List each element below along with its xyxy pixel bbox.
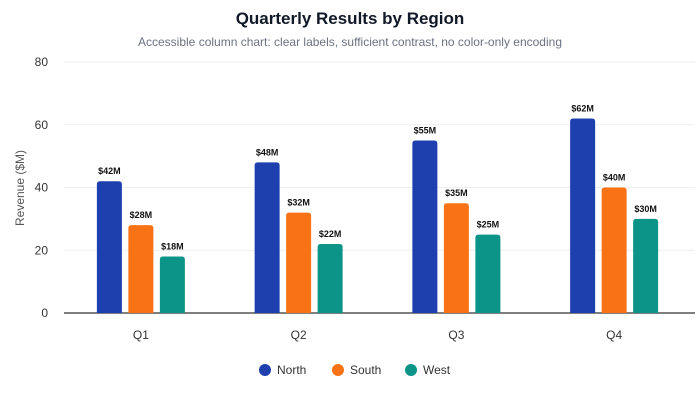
bar-south-q1[interactable] xyxy=(128,225,154,313)
data-label: $55M xyxy=(414,125,437,135)
data-label: $25M xyxy=(477,220,500,230)
bar-south-q2[interactable] xyxy=(286,212,312,313)
data-label: $22M xyxy=(319,229,342,239)
legend-label: North xyxy=(277,363,306,377)
data-label: $35M xyxy=(445,188,468,198)
bar-south-q4[interactable] xyxy=(601,187,627,314)
x-tick-label: Q4 xyxy=(606,328,622,342)
y-tick-label: 20 xyxy=(35,243,49,257)
legend-swatch xyxy=(405,364,417,376)
legend-item-north[interactable]: North xyxy=(259,363,306,377)
legend-label: South xyxy=(350,363,381,377)
x-tick-label: Q2 xyxy=(291,328,307,342)
x-tick-label: Q1 xyxy=(133,328,149,342)
data-label: $18M xyxy=(161,242,184,252)
data-label: $48M xyxy=(256,147,279,157)
chart-title: Quarterly Results by Region xyxy=(236,9,465,28)
legend-item-west[interactable]: West xyxy=(405,363,451,377)
bar-west-q4[interactable] xyxy=(633,218,659,313)
data-label: $62M xyxy=(571,103,594,113)
y-tick-label: 60 xyxy=(35,118,49,132)
y-tick-label: 80 xyxy=(35,55,49,69)
bar-north-q3[interactable] xyxy=(412,140,438,313)
data-label: $32M xyxy=(287,198,310,208)
data-label: $42M xyxy=(98,166,121,176)
legend-swatch xyxy=(332,364,344,376)
bar-south-q3[interactable] xyxy=(443,203,469,313)
x-tick-label: Q3 xyxy=(448,328,464,342)
bar-north-q1[interactable] xyxy=(96,181,122,313)
y-axis-label: Revenue ($M) xyxy=(13,150,27,226)
y-tick-label: 40 xyxy=(35,181,49,195)
data-label: $40M xyxy=(603,173,626,183)
legend-item-south[interactable]: South xyxy=(332,363,381,377)
bar-west-q2[interactable] xyxy=(317,243,343,313)
data-label: $28M xyxy=(130,210,153,220)
bar-west-q3[interactable] xyxy=(475,234,501,313)
bar-north-q4[interactable] xyxy=(570,118,596,313)
chart-subtitle: Accessible column chart: clear labels, s… xyxy=(138,35,562,49)
y-tick-label: 0 xyxy=(41,306,48,320)
data-label: $30M xyxy=(634,204,657,214)
bar-west-q1[interactable] xyxy=(159,256,185,313)
legend-label: West xyxy=(423,363,451,377)
legend-swatch xyxy=(259,364,271,376)
bar-north-q2[interactable] xyxy=(254,162,280,313)
